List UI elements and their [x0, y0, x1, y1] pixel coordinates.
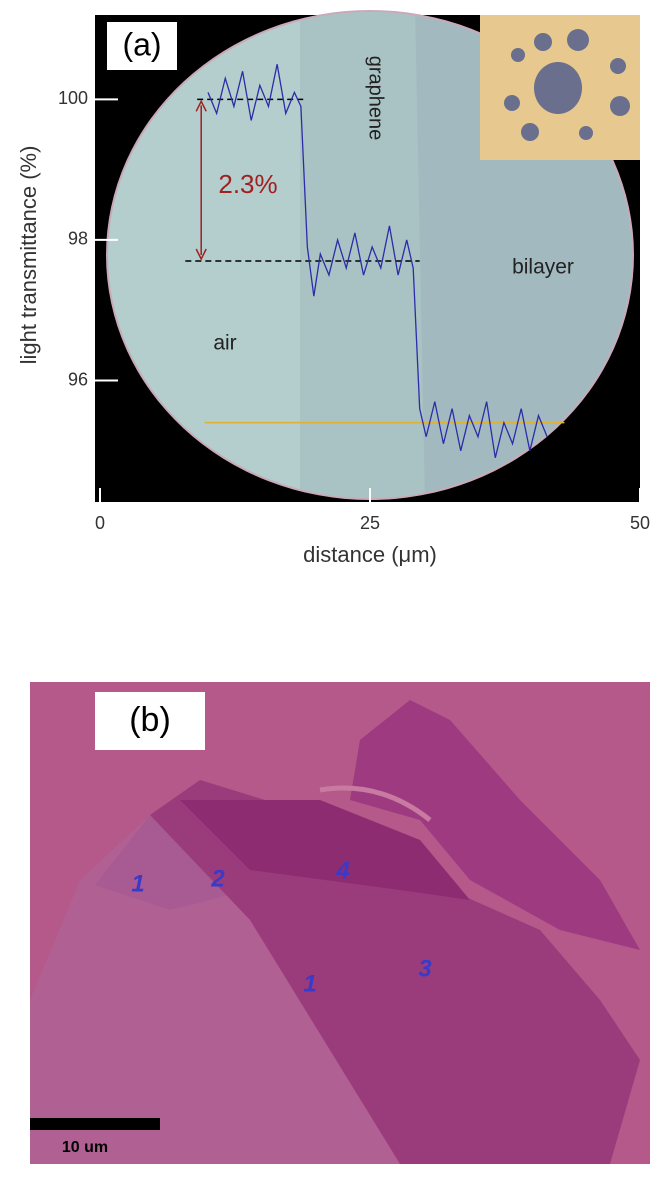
scale-bar-label: 10 um	[62, 1139, 108, 1156]
arrow-head	[195, 99, 207, 112]
x-tick-label: 0	[95, 513, 105, 533]
arrow-head	[195, 248, 207, 261]
trace	[207, 64, 548, 458]
inset-holes	[504, 29, 630, 141]
panel-label: (a)	[122, 26, 161, 62]
y-tick-label: 98	[68, 229, 88, 249]
layer-label: 1	[131, 870, 144, 897]
step-label: 2.3%	[218, 169, 277, 199]
y-axis-label: light transmittance (%)	[16, 146, 41, 365]
micrograph	[30, 682, 650, 1164]
label-box	[95, 692, 205, 750]
y-tick-label: 96	[68, 369, 88, 389]
x-axis-label: distance (μm)	[303, 542, 437, 567]
panel-label: (b)	[129, 701, 171, 739]
label-box	[107, 22, 177, 70]
x-tick-label: 50	[630, 513, 650, 533]
region-label: graphene	[365, 56, 387, 141]
y-tick-label: 100	[58, 88, 88, 108]
scale-bar	[30, 1118, 160, 1130]
layer-label: 1	[303, 970, 316, 997]
region-label: bilayer	[512, 256, 574, 279]
layer-label: 4	[335, 857, 349, 884]
region-label: air	[213, 332, 236, 355]
layer-label: 2	[210, 865, 225, 892]
layer-label: 3	[418, 955, 432, 982]
x-tick-label: 25	[360, 513, 380, 533]
